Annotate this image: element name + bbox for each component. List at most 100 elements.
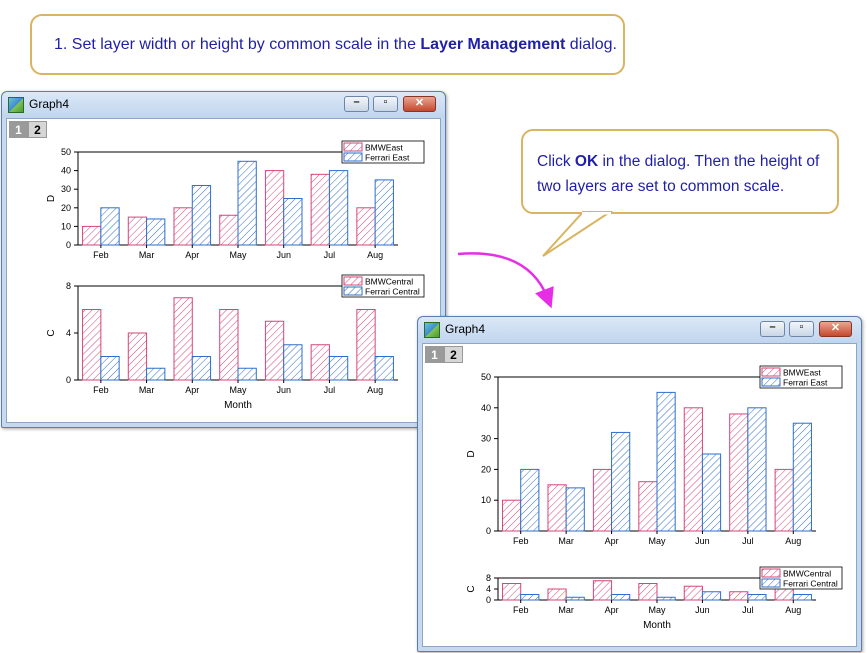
y-tick-label: 40 (61, 166, 71, 176)
bar-series-b (565, 596, 585, 601)
window-titlebar[interactable]: Graph4 – ▫ ✕ (2, 92, 445, 118)
legend-swatch (761, 367, 781, 377)
legend-swatch (343, 276, 363, 286)
result-callout: Click OK in the dialog. Then the height … (521, 129, 839, 214)
maximize-button[interactable]: ▫ (373, 96, 398, 112)
y-tick-label: 8 (66, 281, 71, 291)
minimize-icon: – (353, 96, 360, 108)
bar-series-b (374, 356, 394, 381)
x-tick-label: Apr (605, 605, 619, 615)
minimize-button[interactable]: – (344, 96, 369, 112)
layer-tab-1[interactable]: 1 (9, 121, 28, 138)
x-tick-label: Jun (695, 536, 710, 546)
bar-series-b (100, 356, 120, 381)
bar-series-a (729, 413, 749, 532)
x-tick-label: Apr (605, 536, 619, 546)
bar-series-b (191, 356, 212, 381)
layer-tabs: 1 2 (9, 121, 47, 138)
legend-swatch (761, 377, 781, 387)
bar-series-b (191, 184, 212, 246)
bar-series-b (283, 344, 303, 381)
y-tick-label: 50 (481, 372, 491, 382)
bar-series-b (520, 594, 540, 601)
maximize-icon: ▫ (799, 321, 804, 333)
graph-client-area: 1 2 0 10 20 30 40 50 D Feb Mar Apr May Jun Jul Aug BMW… (6, 118, 441, 423)
y-tick-label: 0 (66, 375, 71, 385)
chart-layer-1[interactable]: 0 10 20 30 40 50 D Feb Mar Apr May Jun Jul Aug BMWEast… (46, 140, 425, 260)
layer-tab-1[interactable]: 1 (425, 346, 444, 363)
bar-series-a (547, 484, 567, 532)
bar-series-b (747, 407, 767, 532)
legend-label: BMWCentral (365, 277, 413, 287)
layer-tab-2[interactable]: 2 (28, 121, 47, 138)
x-tick-label: May (648, 605, 666, 615)
bar-series-b (701, 453, 722, 532)
bar-series-b (328, 356, 349, 381)
bar-series-a (547, 588, 567, 601)
close-icon: ✕ (414, 97, 425, 109)
graph-window-icon (8, 97, 24, 113)
x-tick-label: Jul (742, 536, 754, 546)
y-tick-label: 4 (66, 328, 71, 338)
bar-series-b (656, 596, 676, 601)
y-axis-label: C (466, 585, 477, 592)
bar-series-b (792, 422, 812, 532)
x-tick-label: Mar (139, 250, 155, 260)
bar-series-b (283, 198, 303, 246)
window-title: Graph4 (29, 97, 70, 111)
y-tick-label: 20 (481, 464, 491, 474)
bar-series-a (683, 585, 703, 601)
maximize-icon: ▫ (383, 96, 388, 108)
close-button[interactable]: ✕ (403, 96, 436, 112)
x-tick-label: Jun (276, 385, 291, 395)
minimize-button[interactable]: – (760, 321, 785, 337)
graph-window-after: Graph4 – ▫ ✕ 1 2 0 10 20 30 40 50 D Feb Mar Apr Ma… (417, 316, 862, 652)
bar-series-a (729, 591, 749, 601)
x-tick-label: May (648, 536, 666, 546)
x-axis-label: Month (224, 400, 252, 411)
x-tick-label: Apr (185, 385, 199, 395)
bar-series-b (656, 391, 676, 532)
x-tick-label: Mar (139, 385, 155, 395)
bar-series-b (374, 179, 394, 246)
legend-label: BMWEast (783, 368, 821, 378)
bar-series-a (638, 481, 658, 532)
window-titlebar[interactable]: Graph4 – ▫ ✕ (418, 317, 861, 343)
layer-tab-2[interactable]: 2 (444, 346, 463, 363)
legend-swatch (761, 568, 781, 578)
y-tick-label: 0 (66, 240, 71, 250)
graph-client-area: 1 2 0 10 20 30 40 50 D Feb Mar Apr May Jun Jul Aug BMW… (422, 343, 857, 647)
legend-label: Ferrari East (365, 153, 410, 163)
close-button[interactable]: ✕ (819, 321, 852, 337)
instruction-text-bold: Layer Management (420, 36, 566, 53)
instruction-callout: 1. Set layer width or height by common s… (30, 14, 625, 75)
bar-series-b (701, 591, 722, 601)
graph-window-before: Graph4 – ▫ ✕ 1 2 0 10 20 30 40 50 D Feb Mar Apr Ma… (1, 91, 446, 428)
legend-swatch (761, 578, 781, 588)
y-tick-label: 10 (61, 221, 71, 231)
bar-series-a (638, 583, 658, 601)
callout-tail (542, 211, 614, 257)
chart-layer-1[interactable]: 0 10 20 30 40 50 D Feb Mar Apr May Jun Jul Aug BMWEast… (466, 365, 843, 546)
y-tick-label: 20 (61, 203, 71, 213)
bar-series-b (747, 594, 767, 601)
x-tick-label: Aug (367, 385, 383, 395)
bar-series-a (592, 468, 613, 532)
y-tick-label: 40 (481, 403, 491, 413)
result-text-post: in the dialog. Then the height of two la… (537, 153, 820, 195)
maximize-button[interactable]: ▫ (789, 321, 814, 337)
bar-series-b (792, 594, 812, 601)
bar-series-b (611, 594, 631, 601)
x-tick-label: Jun (276, 250, 291, 260)
instruction-text-pre: 1. Set layer width or height by common s… (54, 36, 421, 53)
y-tick-label: 4 (486, 584, 491, 594)
result-text-pre: Click (537, 153, 575, 170)
